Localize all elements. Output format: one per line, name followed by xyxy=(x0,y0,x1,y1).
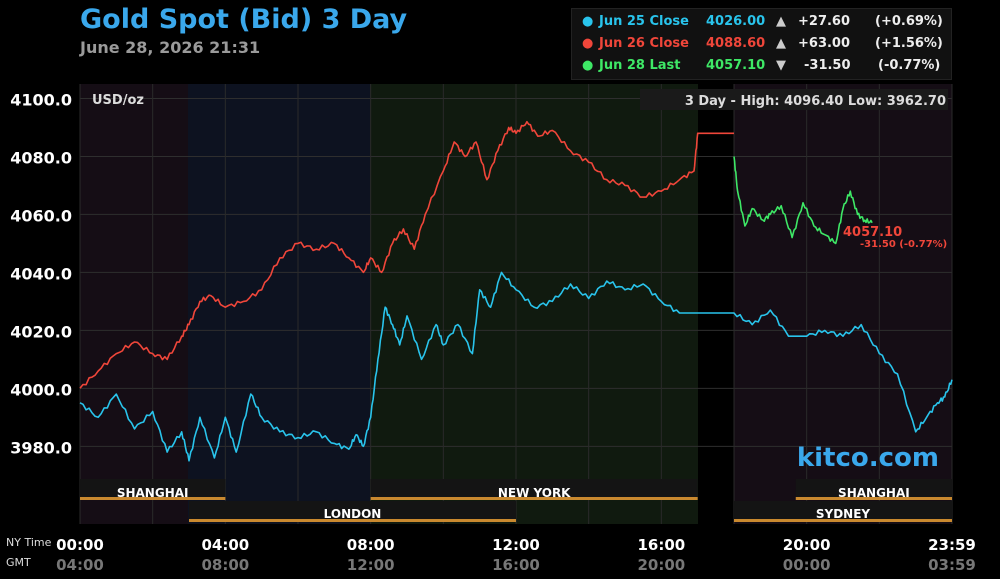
session-shade-newyork xyxy=(370,84,698,524)
y-tick-label: 3980.0 xyxy=(10,438,72,457)
x-tick-label-ny: 12:00 xyxy=(492,536,540,554)
session-bar xyxy=(189,519,516,522)
chart-datetime: June 28, 2026 21:31 xyxy=(80,38,261,57)
session-bar xyxy=(370,497,698,500)
series-line xyxy=(733,156,873,245)
last-change-label: -31.50 (-0.77%) xyxy=(860,239,947,250)
legend-name: Jun 26 Close xyxy=(599,36,689,51)
session-bar xyxy=(80,497,226,500)
session-shade-asia-late xyxy=(734,84,952,524)
x-tick-label-gmt: 12:00 xyxy=(347,556,395,574)
legend-price: 4057.10 xyxy=(706,58,766,73)
legend-price: 4088.60 xyxy=(706,36,766,51)
y-tick-label: 4080.0 xyxy=(10,148,72,167)
y-axis: 3980.0 4000.0 4020.0 4040.0 4060.0 4080.0 4100… xyxy=(10,90,72,457)
legend-dot: ● xyxy=(582,58,594,73)
legend-change: +63.00 xyxy=(798,36,851,51)
session-shade-london xyxy=(188,84,370,524)
session-band xyxy=(80,479,226,497)
legend-arrow: ▼ xyxy=(776,58,786,73)
session-band xyxy=(734,501,952,519)
legend-name: Jun 25 Close xyxy=(599,14,689,29)
x-tick-label-gmt: 08:00 xyxy=(201,556,249,574)
legend-row: ● Jun 28 Last 4057.10 ▼ -31.50 (-0.77%) xyxy=(572,55,953,77)
x-tick-label-ny: 08:00 xyxy=(347,536,395,554)
session-label: SHANGHAI xyxy=(117,486,189,500)
x-axis: 00:00 04:00 04:00 08:00 08:00 12:00 12:00 16:00… xyxy=(56,536,976,574)
y-tick-label: 4100.0 xyxy=(10,90,72,109)
session-label: NEW YORK xyxy=(498,486,571,500)
x-tick-label-ny: 04:00 xyxy=(201,536,249,554)
series-layer xyxy=(79,120,953,462)
y-tick-label: 4000.0 xyxy=(10,380,72,399)
watermark: kitco.com xyxy=(797,443,939,473)
legend-arrow: ▲ xyxy=(776,36,786,51)
x-tick-label-gmt: 16:00 xyxy=(492,556,540,574)
x-tick-label-gmt: 20:00 xyxy=(637,556,685,574)
legend-pct: (+0.69%) xyxy=(875,14,943,29)
legend-pct: (-0.77%) xyxy=(878,58,941,73)
series-line xyxy=(79,120,734,389)
stats-label: 3 Day - High: 4096.40 Low: 3962.70 xyxy=(685,94,946,109)
x-tick-label-gmt: 03:59 xyxy=(928,556,976,574)
session-shade-asia xyxy=(80,84,188,524)
session-band xyxy=(795,479,952,497)
gmt-label: GMT xyxy=(6,556,31,569)
last-price-label: 4057.10 xyxy=(843,225,902,240)
x-tick-label-ny: 16:00 xyxy=(637,536,685,554)
session-bars: SHANGHAI NEW YORK SHANGHAI LONDON SYDNEY xyxy=(80,479,952,522)
session-label: SYDNEY xyxy=(816,507,871,521)
legend-pct: (+1.56%) xyxy=(875,36,943,51)
legend-row: ● Jun 25 Close 4026.00 ▲ +27.60 (+0.69%) xyxy=(572,11,953,33)
legend-name: Jun 28 Last xyxy=(599,58,681,73)
y-tick-label: 4040.0 xyxy=(10,264,72,283)
chart-title: Gold Spot (Bid) 3 Day xyxy=(80,4,408,35)
legend-row: ● Jun 26 Close 4088.60 ▲ +63.00 (+1.56%) xyxy=(572,33,953,55)
legend-dot: ● xyxy=(582,14,594,29)
legend: ● Jun 25 Close 4026.00 ▲ +27.60 (+0.69%)… xyxy=(571,8,952,80)
session-bar xyxy=(795,497,952,500)
x-tick-label-gmt: 04:00 xyxy=(56,556,104,574)
unit-label: USD/oz xyxy=(92,93,144,108)
session-label: LONDON xyxy=(324,507,382,521)
session-shade-closed xyxy=(698,84,734,524)
legend-change: -31.50 xyxy=(804,58,851,73)
legend-dot: ● xyxy=(582,36,594,51)
x-tick-label-ny: 20:00 xyxy=(783,536,831,554)
legend-change: +27.60 xyxy=(798,14,851,29)
y-tick-label: 4020.0 xyxy=(10,322,72,341)
grid-lines xyxy=(79,84,953,524)
y-tick-label: 4060.0 xyxy=(10,206,72,225)
session-band xyxy=(370,479,698,497)
x-tick-label-ny: 00:00 xyxy=(56,536,104,554)
x-tick-label-gmt: 00:00 xyxy=(783,556,831,574)
x-tick-label-ny: 23:59 xyxy=(928,536,976,554)
legend-arrow: ▲ xyxy=(776,14,786,29)
session-band xyxy=(189,501,516,519)
session-bar xyxy=(734,519,952,522)
session-label: SHANGHAI xyxy=(838,486,910,500)
ny-time-label: NY Time xyxy=(6,536,52,549)
series-line xyxy=(79,271,953,462)
legend-price: 4026.00 xyxy=(706,14,766,29)
stats-box xyxy=(640,89,948,110)
